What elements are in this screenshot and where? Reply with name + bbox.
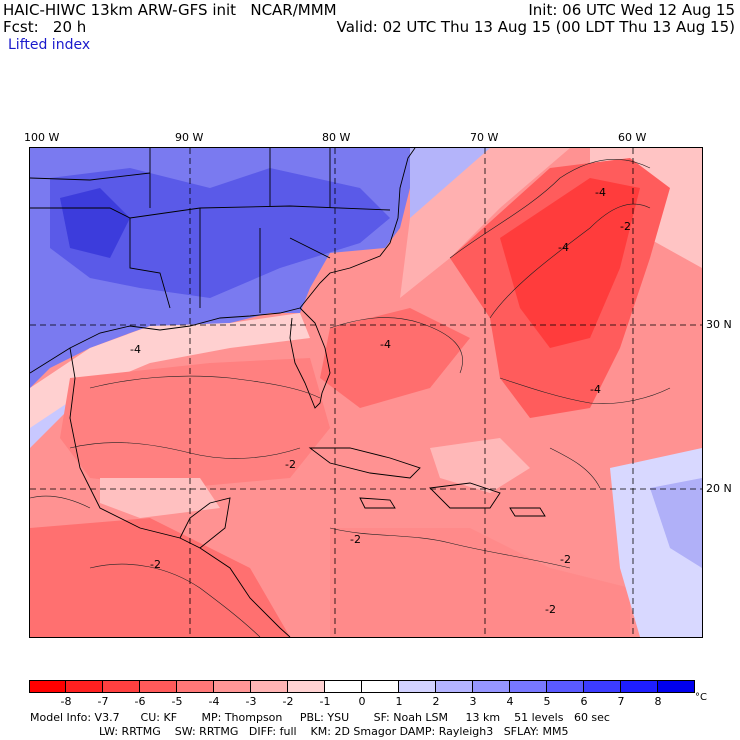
field-name: Lifted index xyxy=(8,37,91,53)
colorbar-swatch xyxy=(251,680,288,693)
colorbar-swatch xyxy=(547,680,584,693)
red-florida xyxy=(320,308,470,408)
colorbar-tick-label: 2 xyxy=(432,695,440,708)
contour-label: -4 xyxy=(590,383,601,396)
blue-region-east-core xyxy=(650,478,702,568)
colorbar-swatch xyxy=(103,680,140,693)
contour-label: -4 xyxy=(130,343,141,356)
map-canvas: -4 -4 -4 -4 -2 -2 -2 -2 -2 -2 -4 xyxy=(30,148,702,637)
blue-region-core xyxy=(50,168,390,298)
colorbar-tick-label: 7 xyxy=(617,695,625,708)
colorbar-tick-label: -5 xyxy=(171,695,183,708)
contour-label: -4 xyxy=(595,186,606,199)
colorbar-tick-label: 1 xyxy=(395,695,403,708)
lon-label-80w: 80 W xyxy=(322,131,351,144)
colorbar-swatch xyxy=(177,680,214,693)
colorbar-swatch xyxy=(66,680,103,693)
red-gulf xyxy=(60,358,330,488)
model-info-line2: LW: RRTMG SW: RRTMG DIFF: full KM: 2D Sm… xyxy=(99,725,569,738)
lon-label-100w: 100 W xyxy=(24,131,60,144)
model-title: HAIC-HIWC 13km ARW-GFS init NCAR/MMM xyxy=(3,1,337,19)
lon-label-70w: 70 W xyxy=(470,131,499,144)
latlon-grid xyxy=(30,148,702,637)
model-info-line1: Model Info: V3.7 CU: KF MP: Thompson PBL… xyxy=(30,711,610,724)
colorbar-tick-label: -8 xyxy=(60,695,72,708)
contour-label: -2 xyxy=(620,220,631,233)
red-core-atlantic xyxy=(500,178,640,348)
colorbar-swatch xyxy=(436,680,473,693)
colorbar-swatch xyxy=(510,680,547,693)
valid-time: Valid: 02 UTC Thu 13 Aug 15 (00 LDT Thu … xyxy=(336,18,735,36)
colorbar-tick-label: 8 xyxy=(654,695,662,708)
contour-label: -2 xyxy=(285,458,296,471)
coastlines xyxy=(30,148,546,637)
contour-label: -4 xyxy=(380,338,391,351)
colorbar-swatch xyxy=(658,680,695,693)
init-time: Init: 06 UTC Wed 12 Aug 15 xyxy=(528,1,735,19)
light-bahamas-patch xyxy=(430,438,530,493)
contour-label: -4 xyxy=(558,241,569,254)
colorbar-swatch xyxy=(473,680,510,693)
lon-label-90w: 90 W xyxy=(175,131,204,144)
contour-label: -2 xyxy=(150,558,161,571)
colorbar-swatch xyxy=(399,680,436,693)
colorbar-swatch xyxy=(214,680,251,693)
contour-label: -2 xyxy=(350,533,361,546)
blue-region-deep xyxy=(60,188,130,258)
colorbar-tick-label: 4 xyxy=(506,695,514,708)
colorbar-tick-label: -6 xyxy=(134,695,146,708)
lifted-index-map: -4 -4 -4 -4 -2 -2 -2 -2 -2 -2 -4 xyxy=(29,147,703,638)
contour-label: -2 xyxy=(560,553,571,566)
colorbar-swatch xyxy=(29,680,66,693)
contour-label: -2 xyxy=(545,603,556,616)
colorbar-swatch xyxy=(325,680,362,693)
colorbar-swatch xyxy=(584,680,621,693)
colorbar-swatch xyxy=(362,680,399,693)
colorbar-tick-label: 5 xyxy=(543,695,551,708)
colorbar-tick-label: -3 xyxy=(245,695,257,708)
colorbar-tick-label: -1 xyxy=(319,695,331,708)
colorbar-tick-label: 3 xyxy=(469,695,477,708)
colorbar-tick-label: -4 xyxy=(208,695,220,708)
colorbar-swatch xyxy=(288,680,325,693)
red-caribbean xyxy=(330,528,630,637)
colorbar-unit: °C xyxy=(695,692,707,703)
colorbar-tick-label: -7 xyxy=(97,695,109,708)
colorbar-tick-label: 6 xyxy=(580,695,588,708)
lat-label-20n: 20 N xyxy=(706,482,732,495)
colorbar xyxy=(29,680,695,693)
colorbar-swatch xyxy=(140,680,177,693)
pink-band-coast xyxy=(30,313,310,428)
colorbar-swatch xyxy=(621,680,658,693)
colorbar-tick-label: 0 xyxy=(358,695,366,708)
forecast-hour: Fcst: 20 h xyxy=(3,18,87,36)
lon-label-60w: 60 W xyxy=(618,131,647,144)
colorbar-tick-label: -2 xyxy=(282,695,294,708)
lat-label-30n: 30 N xyxy=(706,318,732,331)
